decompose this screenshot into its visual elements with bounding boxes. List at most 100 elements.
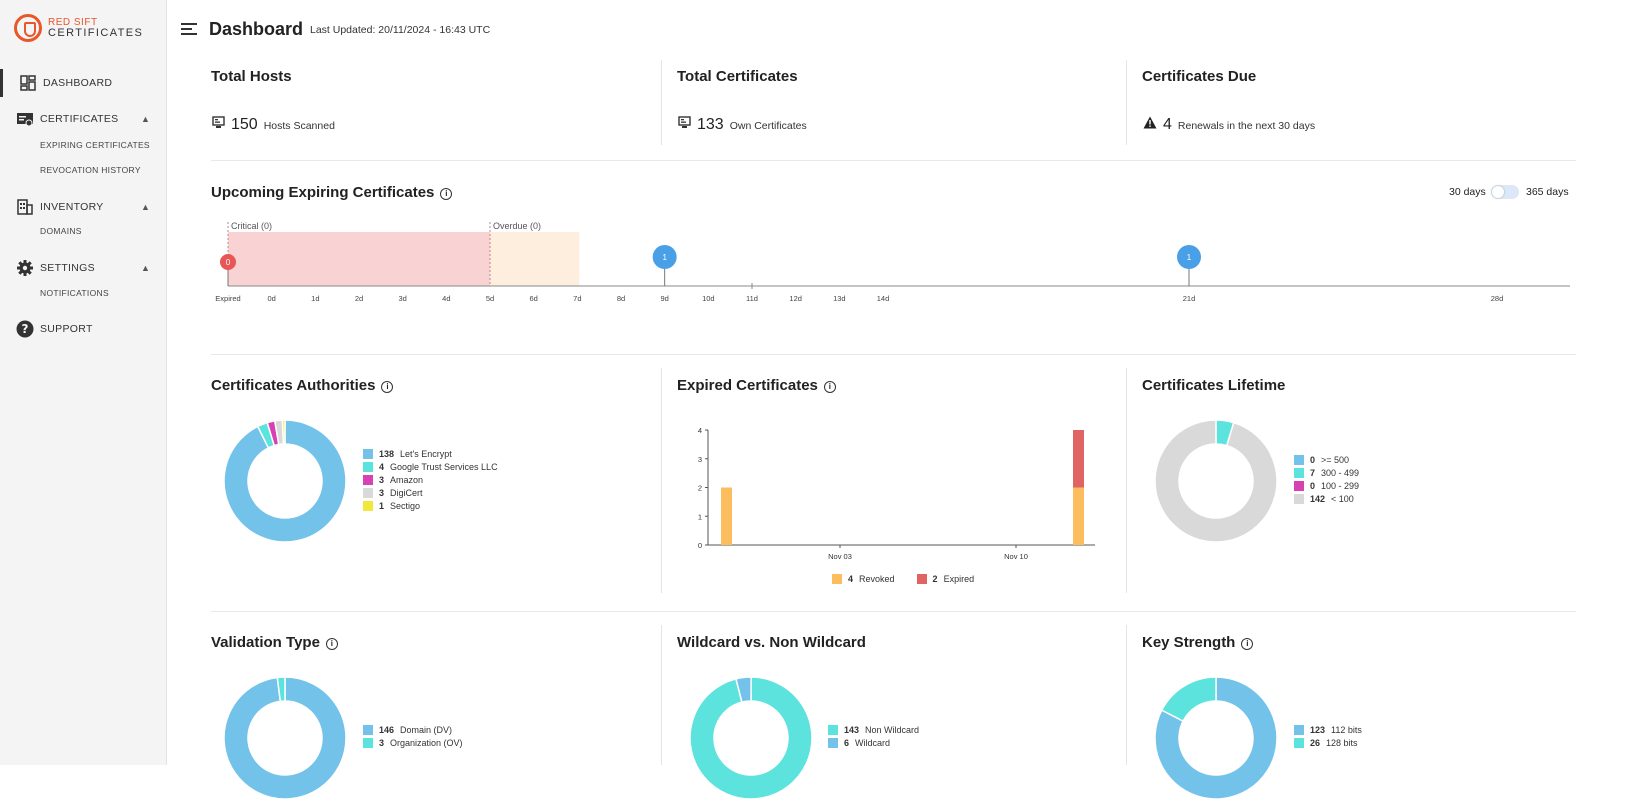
legend-item[interactable]: 2 Expired bbox=[916, 572, 974, 585]
sidebar-item-settings[interactable]: SETTINGS ▲ bbox=[0, 254, 167, 282]
legend-item[interactable]: 4 Google Trust Services LLC bbox=[363, 460, 498, 473]
tick-label: 9d bbox=[660, 294, 668, 303]
critical-zone bbox=[228, 232, 490, 286]
x-tick-label: Nov 03 bbox=[828, 552, 852, 561]
info-icon[interactable]: i bbox=[1241, 638, 1254, 650]
tick-label: 3d bbox=[398, 294, 406, 303]
total-hosts-title: Total Hosts bbox=[211, 68, 292, 85]
legend-item[interactable]: 26 128 bits bbox=[1294, 736, 1362, 749]
help-icon: ? bbox=[16, 320, 34, 338]
sidebar-subitem-revocation[interactable]: REVOCATION HISTORY bbox=[40, 165, 141, 175]
sidebar-item-certificates[interactable]: CERTIFICATES ▲ bbox=[0, 105, 167, 133]
total-certificates-label: Own Certificates bbox=[729, 120, 807, 132]
legend-item[interactable]: 138 Let's Encrypt bbox=[363, 447, 498, 460]
sidebar-item-label: SETTINGS bbox=[40, 262, 95, 274]
legend-count: 3 bbox=[379, 487, 385, 498]
legend-label: DigiCert bbox=[390, 487, 423, 498]
legend-count: 0 bbox=[1310, 480, 1316, 491]
donut-slice bbox=[1160, 676, 1217, 723]
legend-item[interactable]: 6 Wildcard bbox=[828, 736, 919, 749]
legend-item[interactable]: 146 Domain (DV) bbox=[363, 723, 463, 736]
donut-slice bbox=[281, 419, 286, 445]
collapse-menu-icon[interactable] bbox=[181, 23, 197, 35]
critical-label: Critical (0) bbox=[231, 221, 272, 231]
divider bbox=[1126, 60, 1127, 145]
overdue-label: Overdue (0) bbox=[493, 221, 541, 231]
sidebar-item-support[interactable]: ? SUPPORT bbox=[0, 315, 167, 343]
marker-bubble[interactable] bbox=[1177, 245, 1201, 269]
certificates-due-label: Renewals in the next 30 days bbox=[1177, 120, 1316, 132]
sidebar: RED SIFT CERTIFICATES DASHBOARD CERTIFIC… bbox=[0, 0, 167, 765]
legend-label: 112 bits bbox=[1331, 724, 1362, 735]
sidebar-item-dashboard[interactable]: DASHBOARD bbox=[0, 69, 167, 97]
legend-item[interactable]: 142 < 100 bbox=[1294, 492, 1359, 505]
divider bbox=[1126, 368, 1127, 593]
legend-swatch bbox=[363, 461, 373, 472]
y-tick-label: 0 bbox=[698, 541, 702, 550]
info-icon[interactable]: i bbox=[325, 638, 338, 650]
legend-count: 138 bbox=[379, 448, 395, 459]
info-icon[interactable]: i bbox=[440, 188, 453, 200]
legend-item[interactable]: 0 >= 500 bbox=[1294, 453, 1359, 466]
lifetime-legend: 0 >= 500 7 300 - 499 0 100 - 299 142 < 100 bbox=[1294, 453, 1359, 505]
overdue-zone bbox=[490, 232, 580, 286]
legend-item[interactable]: 1 Sectigo bbox=[363, 499, 498, 512]
tick-label: 21d bbox=[1183, 294, 1196, 303]
sidebar-subitem-domains[interactable]: DOMAINS bbox=[40, 226, 82, 236]
certificate-icon bbox=[16, 110, 34, 128]
sidebar-subitem-notifications[interactable]: NOTIFICATIONS bbox=[40, 288, 109, 298]
legend-item[interactable]: 4 Revoked bbox=[832, 572, 895, 585]
chevron-up-icon[interactable]: ▲ bbox=[141, 114, 150, 124]
tick-label: 5d bbox=[486, 294, 494, 303]
sidebar-item-inventory[interactable]: INVENTORY ▲ bbox=[0, 193, 167, 221]
info-icon[interactable]: i bbox=[381, 381, 394, 393]
bar-revoked bbox=[1073, 487, 1084, 545]
bar-revoked bbox=[721, 487, 732, 545]
legend-count: 2 bbox=[932, 573, 938, 584]
bar-expired bbox=[1073, 430, 1084, 488]
legend-count: 142 bbox=[1310, 493, 1326, 504]
legend-swatch bbox=[363, 737, 373, 748]
sidebar-item-label: INVENTORY bbox=[40, 201, 104, 213]
legend-item[interactable]: 123 112 bits bbox=[1294, 723, 1362, 736]
legend-label: 300 - 499 bbox=[1321, 467, 1360, 478]
divider bbox=[1126, 625, 1127, 765]
donut-slice bbox=[689, 676, 813, 800]
legend-count: 3 bbox=[379, 474, 385, 485]
tick-label: 10d bbox=[702, 294, 715, 303]
legend-item[interactable]: 7 300 - 499 bbox=[1294, 466, 1359, 479]
key-strength-donut bbox=[1154, 676, 1278, 800]
y-tick-label: 4 bbox=[698, 426, 702, 435]
tick-label: 0d bbox=[267, 294, 275, 303]
total-certificates-stat: 133 Own Certificates bbox=[678, 116, 807, 134]
marker-bubble[interactable] bbox=[220, 254, 236, 270]
chevron-up-icon[interactable]: ▲ bbox=[141, 263, 150, 273]
server-icon bbox=[212, 116, 225, 134]
authorities-title: Certificates Authorities i bbox=[211, 377, 394, 394]
expired-bar-chart: 0 1 2 3 4 Nov 03 Nov 10 bbox=[698, 426, 1095, 561]
legend-count: 143 bbox=[844, 724, 860, 735]
legend-item[interactable]: 3 Amazon bbox=[363, 473, 498, 486]
legend-label: Let's Encrypt bbox=[400, 448, 452, 459]
info-icon[interactable]: i bbox=[823, 381, 836, 393]
legend-item[interactable]: 3 Organization (OV) bbox=[363, 736, 463, 749]
validation-title: Validation Type i bbox=[211, 634, 338, 651]
page-title: Dashboard bbox=[209, 19, 304, 39]
legend-count: 123 bbox=[1310, 724, 1326, 735]
marker-bubble[interactable] bbox=[652, 245, 677, 269]
legend-count: 0 bbox=[1310, 454, 1316, 465]
expired-title: Expired Certificates i bbox=[677, 377, 836, 394]
legend-item[interactable]: 143 Non Wildcard bbox=[828, 723, 919, 736]
wildcard-title: Wildcard vs. Non Wildcard bbox=[677, 634, 866, 651]
sidebar-item-label: CERTIFICATES bbox=[40, 113, 119, 125]
chevron-up-icon[interactable]: ▲ bbox=[141, 202, 150, 212]
days-range-toggle[interactable] bbox=[1491, 185, 1519, 199]
legend-swatch bbox=[828, 737, 838, 748]
legend-item[interactable]: 0 100 - 299 bbox=[1294, 479, 1359, 492]
legend-swatch bbox=[363, 448, 373, 459]
warning-icon bbox=[1143, 116, 1157, 134]
legend-swatch bbox=[363, 474, 373, 485]
sidebar-subitem-expiring[interactable]: EXPIRING CERTIFICATES bbox=[40, 140, 150, 150]
legend-item[interactable]: 3 DigiCert bbox=[363, 486, 498, 499]
brand-logo[interactable]: RED SIFT CERTIFICATES bbox=[14, 14, 143, 42]
